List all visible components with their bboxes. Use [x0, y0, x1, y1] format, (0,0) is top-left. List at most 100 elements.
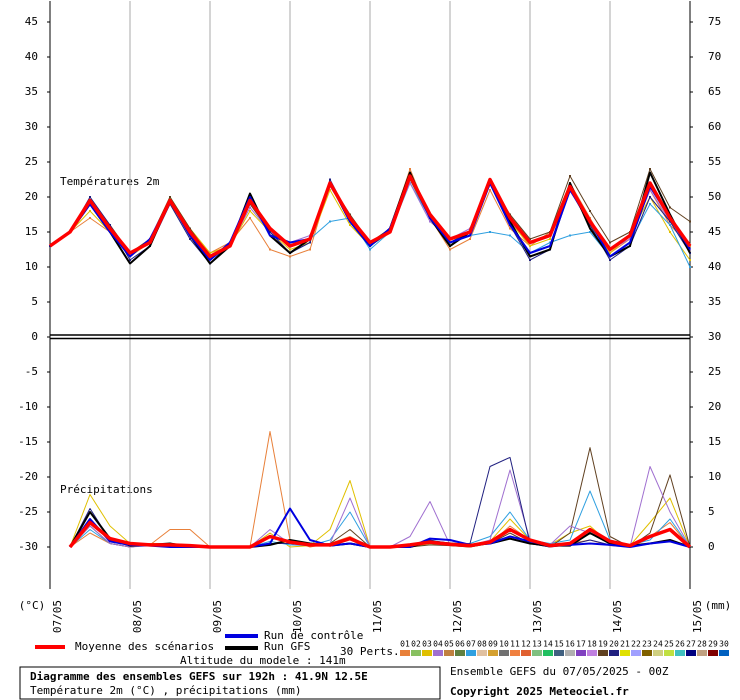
pert-swatch — [532, 650, 542, 656]
y2-tick-label: 40 — [708, 260, 721, 273]
temp-point — [509, 234, 511, 237]
pert-swatch — [620, 650, 630, 656]
pert-label: 19 — [598, 640, 608, 649]
y2-tick-label: 65 — [708, 85, 721, 98]
temp-point — [689, 259, 691, 261]
pert-label: 08 — [477, 640, 487, 649]
y-tick-label: -30 — [18, 540, 38, 553]
x-tick-label: 08/05 — [131, 600, 144, 633]
temp-point — [189, 227, 191, 230]
temp-point — [609, 252, 611, 254]
pert-label: 20 — [609, 640, 619, 649]
temp-point — [249, 217, 251, 219]
temp-label: Températures 2m — [60, 175, 160, 188]
y2-tick-label: 20 — [708, 400, 721, 413]
pert-label: 30 — [719, 640, 729, 649]
pert-label: 03 — [422, 640, 432, 649]
y-tick-label: 20 — [25, 190, 38, 203]
temp-point — [509, 227, 511, 230]
x-tick-label: 12/05 — [451, 600, 464, 633]
temp-point — [669, 231, 671, 233]
pert-swatch — [708, 650, 718, 656]
temp-point — [549, 241, 551, 244]
y2-tick-label: 15 — [708, 435, 721, 448]
pert-label: 12 — [521, 640, 531, 649]
y2-tick-label: 5 — [708, 505, 715, 518]
y2-tick-label: 35 — [708, 295, 721, 308]
temp-point — [409, 182, 411, 184]
y2-tick-label: 70 — [708, 50, 721, 63]
pert-swatch — [642, 650, 652, 656]
y-tick-label: -10 — [18, 400, 38, 413]
temp-point — [409, 168, 411, 170]
y2-tick-label: 50 — [708, 190, 721, 203]
y-tick-label: 35 — [25, 85, 38, 98]
temp-point — [209, 252, 211, 254]
pert-swatch — [499, 650, 509, 656]
pert-label: 10 — [499, 640, 509, 649]
pert-label: 24 — [653, 640, 663, 649]
temp-point — [689, 266, 691, 268]
temp-point — [269, 248, 271, 251]
run-info: Ensemble GEFS du 07/05/2025 - 00Z — [450, 665, 669, 678]
y-tick-label: 40 — [25, 50, 38, 63]
temp-point — [589, 231, 591, 233]
pert-swatch — [609, 650, 619, 656]
temp-line — [48, 174, 692, 259]
y-tick-label: 30 — [25, 120, 38, 133]
altitude: Altitude du modele : 141m — [180, 654, 346, 667]
pert-swatch — [598, 650, 608, 656]
precip-line — [68, 520, 692, 549]
pert-swatch — [587, 650, 597, 656]
temp-point — [669, 206, 671, 209]
temp-point — [289, 248, 291, 251]
y2-tick-label: 55 — [708, 155, 721, 168]
temp-point — [289, 255, 291, 258]
y2-tick-label: 30 — [708, 330, 721, 343]
pert-swatch — [565, 650, 575, 656]
pert-swatch — [653, 650, 663, 656]
pert-label: 11 — [510, 640, 520, 649]
temp-point — [429, 220, 431, 223]
temp-point — [329, 189, 331, 191]
temp-point — [549, 238, 551, 240]
chart-subtitle: Température 2m (°C) , précipitations (mm… — [30, 684, 302, 697]
temp-point — [649, 189, 651, 191]
temp-point — [529, 238, 531, 240]
temp-point — [569, 234, 571, 237]
precip-line — [69, 431, 691, 548]
pert-swatch — [510, 650, 520, 656]
y-tick-label: -25 — [18, 505, 38, 518]
legend-label: Run GFS — [264, 640, 310, 653]
temp-point — [649, 168, 651, 170]
x-tick-label: 07/05 — [51, 600, 64, 633]
pert-label: 27 — [686, 640, 696, 649]
y-tick-label: -5 — [25, 365, 38, 378]
temp-point — [309, 241, 311, 244]
temp-point — [469, 238, 471, 240]
pert-label: 15 — [554, 640, 564, 649]
y-tick-label: -15 — [18, 435, 38, 448]
pert-swatch — [576, 650, 586, 656]
temp-point — [489, 231, 491, 233]
y2-tick-label: 10 — [708, 470, 721, 483]
pert-label: 04 — [433, 640, 443, 649]
pert-label: 26 — [675, 640, 685, 649]
pert-label: 01 — [400, 640, 410, 649]
title-box — [19, 666, 441, 700]
pert-swatch — [554, 650, 564, 656]
temp-point — [309, 248, 311, 251]
y-tick-label: 25 — [25, 155, 38, 168]
x-tick-label: 11/05 — [371, 600, 384, 633]
pert-label: 18 — [587, 640, 597, 649]
y2-axis-label: (mm) — [705, 599, 732, 612]
temp-point — [329, 220, 331, 223]
pert-label: 22 — [631, 640, 641, 649]
y-tick-label: 15 — [25, 225, 38, 238]
x-tick-label: 09/05 — [211, 600, 224, 633]
temp-point — [369, 248, 371, 251]
temp-point — [489, 189, 491, 191]
temp-point — [329, 178, 331, 181]
temp-point — [669, 224, 671, 226]
pert-swatch — [631, 650, 641, 656]
